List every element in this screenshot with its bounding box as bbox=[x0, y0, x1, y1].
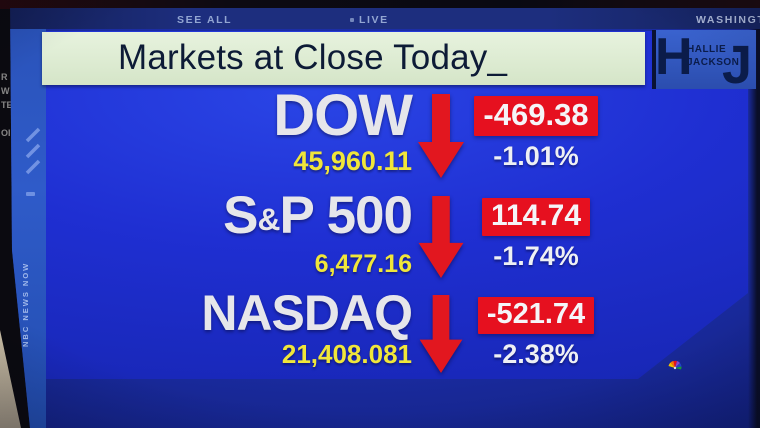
sp500-change-column: 114.74 -1.74% bbox=[470, 190, 602, 279]
dow-name-column: DOW 45,960.11 bbox=[150, 83, 413, 178]
nasdaq-arrow-column bbox=[412, 289, 470, 373]
change-badge: -469.38 bbox=[474, 96, 598, 136]
nasdaq-change-column: -521.74 -2.38% bbox=[470, 289, 602, 373]
market-name: S&P 500 bbox=[223, 189, 413, 248]
market-value: 21,408.081 bbox=[281, 339, 412, 369]
change-percent: -1.01% bbox=[493, 141, 579, 171]
change-percent: -2.38% bbox=[493, 339, 579, 369]
bezel-text-fragments: R W TE OI bbox=[1, 72, 12, 138]
down-arrow-icon bbox=[418, 94, 464, 178]
studio-background-top bbox=[0, 0, 760, 9]
down-arrow-icon bbox=[418, 196, 464, 278]
channel-side-strip bbox=[10, 29, 46, 428]
see-all-label: SEE ALL bbox=[177, 14, 233, 26]
dow-arrow-column bbox=[412, 88, 470, 178]
dow-change-column: -469.38 -1.01% bbox=[470, 88, 602, 178]
graphic-title: Markets at Close Today_ bbox=[118, 38, 508, 77]
host-first-name: HALLIE bbox=[687, 44, 727, 55]
location-label: WASHINGTON bbox=[696, 14, 760, 26]
strip-dash bbox=[26, 192, 35, 196]
sp500-name-column: S&P 500 6,477.16 bbox=[150, 189, 413, 279]
market-value: 6,477.16 bbox=[314, 250, 412, 278]
top-ticker-bar: SEE ALL LIVE WASHINGTON bbox=[10, 8, 760, 31]
sp-rest: P 500 bbox=[279, 186, 413, 245]
change-badge: -521.74 bbox=[477, 297, 595, 334]
nasdaq-name-column: NASDAQ 21,408.081 bbox=[150, 285, 413, 373]
nbc-streak-icon bbox=[25, 127, 41, 175]
screen-right-edge bbox=[748, 29, 760, 428]
live-label: LIVE bbox=[359, 14, 389, 26]
show-initial-j: J bbox=[721, 35, 752, 95]
desk-corner bbox=[0, 330, 21, 428]
channel-vertical-label: NBC NEWS NOW bbox=[21, 261, 30, 347]
market-row-sp500: S&P 500 6,477.16 114.74 -1.74% bbox=[150, 189, 602, 279]
show-initial-h: H bbox=[655, 28, 693, 86]
graphic-title-banner: Markets at Close Today_ bbox=[42, 32, 645, 85]
peacock-icon bbox=[668, 360, 682, 370]
market-name: DOW bbox=[273, 83, 413, 148]
market-row-dow: DOW 45,960.11 -469.38 -1.01% bbox=[150, 83, 602, 178]
ampersand: & bbox=[257, 201, 280, 237]
live-indicator: LIVE bbox=[350, 14, 389, 26]
market-value: 45,960.11 bbox=[293, 146, 412, 176]
market-graphic-panel bbox=[46, 31, 748, 379]
sp500-arrow-column bbox=[412, 190, 470, 279]
screen-body: NBC NEWS NOW Markets at Close Today_ H J… bbox=[10, 28, 760, 428]
show-logo-bug: H J HALLIE JACKSON bbox=[652, 28, 756, 93]
down-arrow-icon bbox=[419, 295, 463, 373]
change-badge: 114.74 bbox=[481, 198, 591, 236]
host-last-name: JACKSON bbox=[687, 57, 740, 68]
market-name: NASDAQ bbox=[201, 285, 413, 341]
live-dot-icon bbox=[350, 18, 354, 22]
change-percent: -1.74% bbox=[493, 241, 579, 271]
sp-letter: S bbox=[223, 186, 258, 245]
show-host-name: HALLIE JACKSON bbox=[687, 43, 739, 69]
market-row-nasdaq: NASDAQ 21,408.081 -521.74 -2.38% bbox=[150, 285, 602, 373]
